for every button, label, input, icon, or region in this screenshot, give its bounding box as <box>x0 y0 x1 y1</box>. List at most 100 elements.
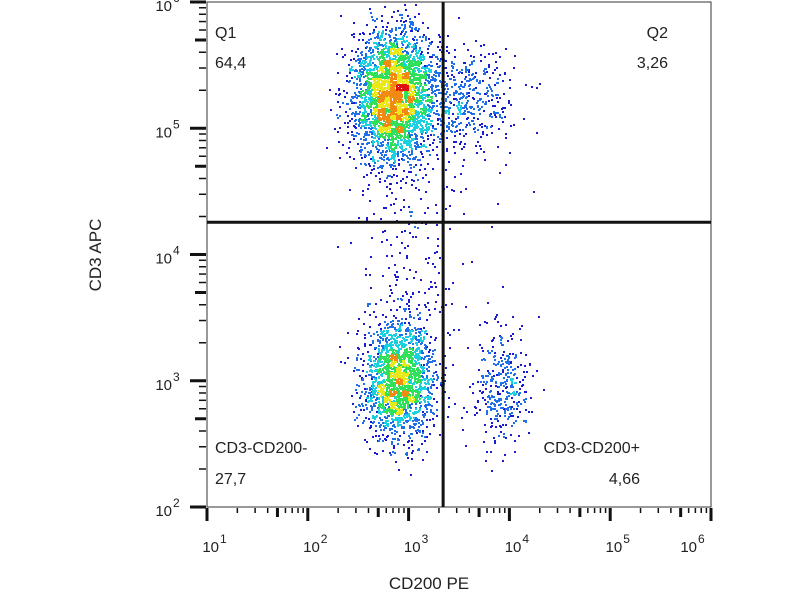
data-point <box>433 413 435 415</box>
data-point <box>420 340 422 342</box>
data-point <box>436 146 438 148</box>
data-point <box>367 87 369 89</box>
data-point <box>406 255 408 257</box>
data-point <box>393 158 395 160</box>
data-point <box>395 417 397 419</box>
data-point <box>477 92 479 94</box>
data-point <box>543 389 545 391</box>
data-point <box>350 59 352 61</box>
data-point <box>438 34 440 36</box>
data-point <box>374 360 376 362</box>
data-point <box>402 57 404 59</box>
data-point <box>492 53 494 55</box>
data-point <box>440 382 442 384</box>
data-point <box>464 110 466 112</box>
data-point <box>413 138 415 140</box>
data-point <box>494 440 496 442</box>
data-point <box>384 361 386 363</box>
data-point <box>445 367 447 369</box>
data-point <box>408 376 410 378</box>
data-point <box>490 409 492 411</box>
data-point <box>401 417 403 419</box>
data-point <box>517 366 519 368</box>
data-point <box>402 36 404 38</box>
data-point <box>491 99 493 101</box>
data-point <box>401 48 403 50</box>
data-point <box>370 359 372 361</box>
data-point <box>408 171 410 173</box>
data-point <box>380 381 382 383</box>
data-point <box>373 124 375 126</box>
data-point <box>501 108 503 110</box>
data-point <box>396 279 398 281</box>
data-point <box>414 396 416 398</box>
data-point <box>422 109 424 111</box>
data-point <box>360 127 362 129</box>
data-point <box>419 61 421 63</box>
data-point <box>505 137 507 139</box>
data-point <box>418 78 420 80</box>
data-point <box>426 408 428 410</box>
data-point <box>339 346 341 348</box>
data-point <box>362 60 364 62</box>
data-point <box>467 49 469 51</box>
data-point <box>414 158 416 160</box>
data-point <box>359 80 361 82</box>
data-point <box>369 62 371 64</box>
data-point <box>390 142 392 144</box>
data-point <box>386 337 388 339</box>
data-point <box>460 173 462 175</box>
data-point <box>359 69 361 71</box>
data-point <box>413 374 415 376</box>
data-point <box>425 70 427 72</box>
data-point <box>419 352 421 354</box>
data-point <box>420 92 422 94</box>
data-point <box>414 356 416 358</box>
data-point <box>418 116 420 118</box>
data-point <box>374 46 376 48</box>
data-point <box>525 84 527 86</box>
data-point <box>431 393 433 395</box>
data-point <box>484 125 486 127</box>
data-point <box>405 121 407 123</box>
data-point <box>427 80 429 82</box>
data-point <box>472 383 474 385</box>
data-point <box>410 474 412 476</box>
data-point <box>382 381 384 383</box>
data-point <box>389 385 391 387</box>
data-point <box>465 69 467 71</box>
data-point <box>365 268 367 270</box>
data-point <box>403 308 405 310</box>
data-point <box>406 155 408 157</box>
data-point <box>391 337 393 339</box>
data-point <box>394 430 396 432</box>
data-point <box>413 94 415 96</box>
data-point <box>406 348 408 350</box>
data-point <box>367 305 369 307</box>
data-point <box>389 58 391 60</box>
data-point <box>366 134 368 136</box>
data-point <box>479 80 481 82</box>
data-point <box>386 239 388 241</box>
data-point <box>391 149 393 151</box>
data-point <box>358 414 360 416</box>
data-point <box>415 47 417 49</box>
data-point <box>419 358 421 360</box>
data-point <box>389 326 391 328</box>
data-point <box>422 430 424 432</box>
data-point <box>417 99 419 101</box>
data-point <box>408 447 410 449</box>
data-point <box>431 65 433 67</box>
data-point <box>361 379 363 381</box>
data-point <box>480 54 482 56</box>
data-point <box>369 326 371 328</box>
data-point <box>375 425 377 427</box>
data-point <box>367 188 369 190</box>
data-point <box>504 411 506 413</box>
data-point <box>369 64 371 66</box>
data-point <box>413 85 415 87</box>
data-point <box>514 357 516 359</box>
data-point <box>405 20 407 22</box>
data-point <box>451 303 453 305</box>
data-point <box>365 65 367 67</box>
